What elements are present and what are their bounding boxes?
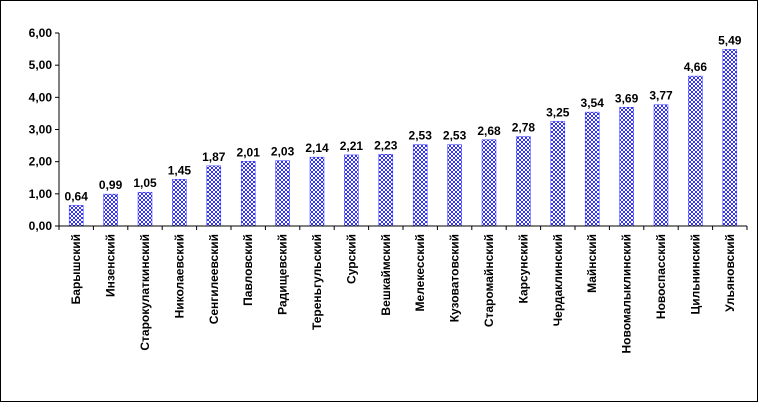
x-tick-label: Мелекесский	[413, 234, 427, 311]
data-label: 2,53	[409, 129, 433, 143]
y-tick-label: 1,00	[29, 187, 53, 201]
x-tick-label: Николаевский	[172, 234, 186, 318]
data-label: 2,68	[477, 124, 501, 138]
x-tick-label: Тереньгульский	[310, 234, 324, 330]
x-tick-label: Старокулаткинский	[138, 234, 152, 351]
bar	[275, 160, 290, 227]
data-label: 2,21	[340, 139, 364, 153]
x-tick-label: Павловский	[241, 234, 255, 306]
bar	[688, 75, 703, 227]
bar	[240, 161, 256, 227]
bar	[137, 191, 153, 227]
bar	[103, 193, 118, 227]
bar	[653, 104, 669, 227]
x-tick-label: Новоспасский	[654, 234, 668, 319]
y-tick-label: 0,00	[29, 219, 53, 233]
data-label: 0,64	[65, 189, 89, 203]
bar	[447, 144, 462, 227]
x-tick-label: Барышский	[69, 234, 83, 304]
bar	[309, 156, 325, 227]
data-label: 3,54	[581, 96, 605, 110]
y-tick-label: 4,00	[29, 90, 53, 104]
data-label: 2,23	[374, 138, 398, 152]
data-label: 5,49	[718, 33, 742, 47]
bar	[68, 205, 84, 227]
x-tick-label: Кузоватовский	[448, 234, 462, 322]
data-label: 1,05	[133, 176, 157, 190]
bars: 0,64 0,99 1,05 1,45 1,87 2,01 2,03 2,14 2,21 2,23…	[65, 33, 742, 227]
data-label: 2,78	[512, 121, 536, 135]
x-tick-label: Цильнинский	[688, 234, 702, 314]
y-tick-label: 6,00	[29, 26, 53, 40]
data-label: 3,25	[546, 105, 570, 119]
y-tick-label: 2,00	[29, 155, 53, 169]
x-tick-label: Новомалыклинский	[620, 234, 634, 353]
bar	[344, 154, 359, 227]
bar	[206, 165, 222, 227]
y-tick-label: 5,00	[29, 58, 53, 72]
x-tick-label: Старомайнский	[482, 234, 496, 327]
data-label: 4,66	[684, 60, 708, 74]
bar	[584, 111, 600, 227]
x-tick-label: Радищевский	[276, 234, 290, 315]
bar	[172, 179, 187, 227]
x-tick-label: Чердаклинский	[551, 234, 565, 326]
data-label: 3,77	[649, 89, 673, 103]
bar	[412, 144, 428, 227]
y-axis: 0,00 1,00 2,00 3,00 4,00 5,00 6,00	[29, 26, 60, 233]
bar	[550, 121, 566, 227]
bar	[619, 107, 634, 227]
data-label: 1,87	[202, 150, 226, 164]
data-label: 1,45	[168, 163, 192, 177]
x-tick-label: Карсунский	[516, 234, 530, 304]
x-tick-label: Ульяновский	[723, 234, 737, 312]
bar	[516, 136, 531, 227]
data-label: 3,69	[615, 91, 639, 105]
bar	[378, 154, 394, 227]
data-label: 0,99	[99, 178, 123, 192]
x-tick-label: Сурский	[344, 234, 358, 284]
data-label: 2,01	[237, 145, 261, 159]
bar	[481, 139, 497, 227]
bar	[722, 49, 738, 227]
x-tick-label: Майнский	[585, 234, 599, 293]
x-axis: Барышский Инзенский Старокулаткинский Никол…	[58, 225, 748, 353]
x-tick-label: Вешкаймский	[379, 234, 393, 316]
y-tick-label: 3,00	[29, 123, 53, 137]
data-label: 2,53	[443, 129, 467, 143]
x-tick-label: Инзенский	[104, 234, 118, 297]
data-label: 2,14	[305, 141, 329, 155]
x-tick-label: Сенгилеевский	[207, 234, 221, 324]
data-label: 2,03	[271, 145, 295, 159]
